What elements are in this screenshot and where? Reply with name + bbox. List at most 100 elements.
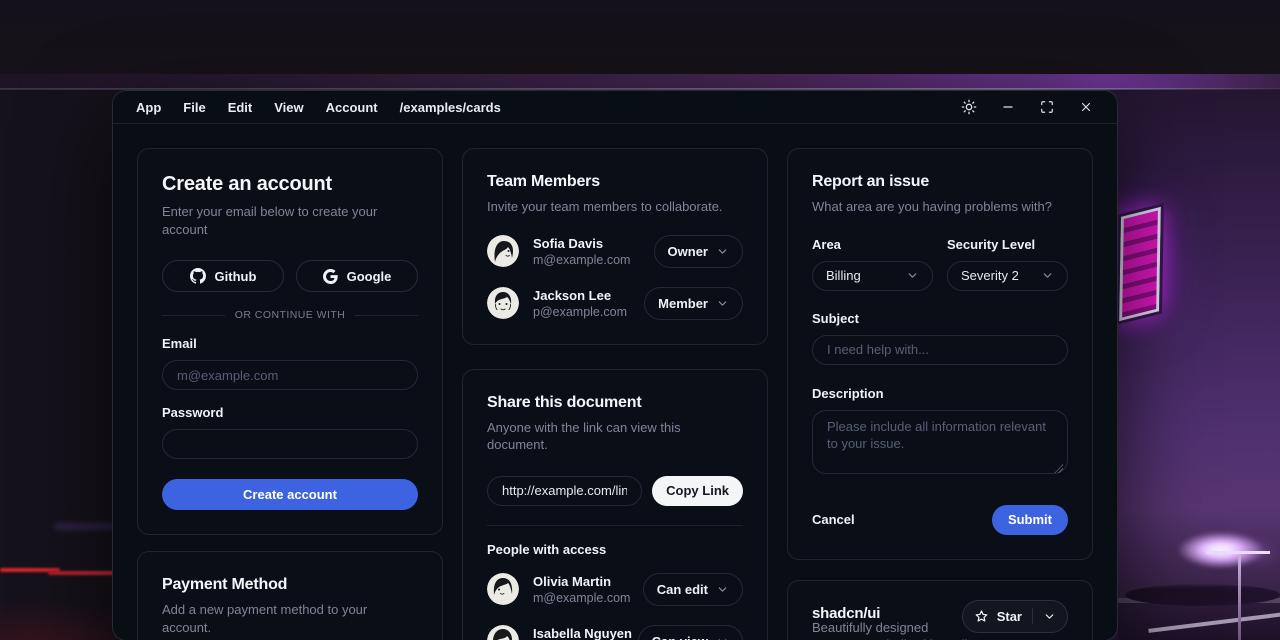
access-row: Olivia Martin m@example.com Can edit: [487, 572, 743, 606]
description-field[interactable]: [812, 409, 1068, 474]
street-lamp-arm: [1206, 551, 1270, 554]
light-streak-red: [0, 568, 60, 572]
road: [1118, 603, 1280, 640]
payment-method-subtitle: Add a new payment method to your account…: [162, 602, 368, 635]
chevron-down-icon: [908, 273, 917, 278]
password-field[interactable]: [162, 429, 418, 460]
column-2: Team Members Invite your team members to…: [462, 148, 768, 640]
chevron-down-icon: [718, 300, 727, 306]
avatar: [487, 573, 519, 606]
maximize-icon[interactable]: [1038, 98, 1056, 116]
permission-select[interactable]: Can edit: [642, 572, 743, 606]
close-icon[interactable]: [1077, 98, 1095, 116]
menu-file[interactable]: File: [183, 99, 206, 115]
subject-field[interactable]: [812, 334, 1068, 365]
member-name: Jackson Lee: [533, 287, 612, 303]
password-label: Password: [162, 405, 224, 421]
or-divider: OR CONTINUE WITH: [162, 309, 419, 321]
menu-view[interactable]: View: [274, 99, 304, 115]
share-document-subtitle: Anyone with the link can view this docum…: [487, 419, 681, 453]
role-select-value: Member: [658, 295, 708, 311]
share-document-card: Share this document Anyone with the link…: [462, 368, 768, 640]
share-document-title: Share this document: [487, 393, 642, 411]
permission-select[interactable]: Can view: [637, 624, 743, 640]
cards-grid: Create an account Enter your email below…: [113, 124, 1117, 640]
security-level-label: Security Level: [947, 236, 1036, 252]
github-icon: [189, 268, 206, 284]
people-with-access-heading: People with access: [487, 541, 607, 557]
email-label: Email: [162, 336, 197, 352]
chevron-down-icon: [718, 638, 727, 640]
create-account-title: Create an account: [162, 173, 332, 195]
report-issue-card: Report an issue What area are you having…: [787, 148, 1093, 560]
role-select[interactable]: Member: [644, 286, 743, 320]
menu-edit[interactable]: Edit: [227, 99, 253, 115]
access-name: Olivia Martin: [533, 573, 612, 589]
google-button-label: Google: [346, 268, 392, 284]
minimize-icon[interactable]: [999, 98, 1017, 116]
cancel-button[interactable]: Cancel: [812, 512, 855, 528]
github-button[interactable]: Github: [162, 260, 284, 293]
star-button-label: Star: [996, 608, 1022, 624]
area-select[interactable]: Billing: [812, 260, 933, 291]
share-link-row: Copy Link: [487, 475, 743, 506]
menu-app[interactable]: App: [136, 99, 162, 115]
email-field[interactable]: [162, 360, 418, 391]
background-horizon-line: [0, 88, 1280, 90]
menubar: App File Edit View Account /examples/car…: [113, 91, 1117, 124]
github-button-label: Github: [214, 268, 257, 284]
oauth-buttons: Github Google: [162, 260, 418, 293]
chevron-down-icon: [718, 248, 727, 254]
member-name: Sofia Davis: [533, 235, 604, 251]
repo-title: shadcn/ui: [812, 604, 881, 622]
create-account-card: Create an account Enter your email below…: [137, 148, 443, 536]
security-level-select[interactable]: Severity 2: [947, 260, 1068, 291]
security-level-select-value: Severity 2: [961, 268, 1019, 284]
permission-select-value: Can view: [652, 634, 708, 640]
role-select[interactable]: Owner: [653, 234, 743, 268]
chevron-down-icon: [718, 586, 727, 592]
member-email: p@example.com: [533, 304, 627, 319]
background-sky: [0, 0, 1280, 76]
avatar: [487, 235, 519, 268]
issue-selects: Area Billing Security Level Severity 2: [812, 237, 1068, 291]
button-separator: [1032, 608, 1033, 625]
area-label: Area: [812, 236, 841, 252]
street-lamp-glow: [1178, 532, 1264, 568]
avatar: [487, 625, 519, 640]
access-row: Isabella Nguyen b@example.com Can view: [487, 624, 743, 640]
area-select-value: Billing: [826, 268, 861, 284]
google-icon: [322, 268, 338, 284]
menu-account[interactable]: Account: [325, 99, 378, 115]
theme-toggle-sun-icon[interactable]: [960, 98, 978, 116]
chevron-down-icon: [1043, 273, 1052, 278]
member-row: Jackson Lee p@example.com Member: [487, 286, 743, 320]
create-account-button[interactable]: Create account: [162, 479, 418, 511]
repo-description: Beautifully designed components built wi…: [812, 619, 974, 640]
background-horizon-band: [0, 74, 1280, 89]
chevron-down-icon: [1045, 613, 1054, 619]
divider: [487, 524, 743, 526]
street-lamp-pole: [1238, 554, 1241, 640]
access-name: Isabella Nguyen: [533, 625, 632, 640]
share-link-input[interactable]: [487, 475, 643, 506]
access-email: m@example.com: [533, 590, 631, 605]
member-row: Sofia Davis m@example.com Owner: [487, 234, 743, 268]
issue-actions: Cancel Submit: [812, 504, 1068, 535]
repo-card: shadcn/ui Star Beautifully designed comp…: [787, 579, 1093, 640]
column-3: Report an issue What area are you having…: [787, 148, 1093, 640]
app-window: App File Edit View Account /examples/car…: [112, 90, 1118, 640]
copy-link-button[interactable]: Copy Link: [652, 475, 743, 506]
light-streak-purple: [55, 524, 125, 529]
submit-button[interactable]: Submit: [991, 504, 1068, 535]
create-account-subtitle: Enter your email below to create your ac…: [162, 204, 378, 237]
light-streak-red: [48, 571, 120, 575]
team-members-subtitle: Invite your team members to collaborate.: [487, 199, 723, 214]
avatar: [487, 287, 519, 320]
star-icon: [975, 609, 988, 622]
payment-method-card: Payment Method Add a new payment method …: [137, 551, 443, 640]
google-button[interactable]: Google: [296, 260, 418, 293]
star-button[interactable]: Star: [961, 599, 1068, 633]
payment-method-title: Payment Method: [162, 576, 288, 594]
column-1: Create an account Enter your email below…: [137, 148, 443, 640]
